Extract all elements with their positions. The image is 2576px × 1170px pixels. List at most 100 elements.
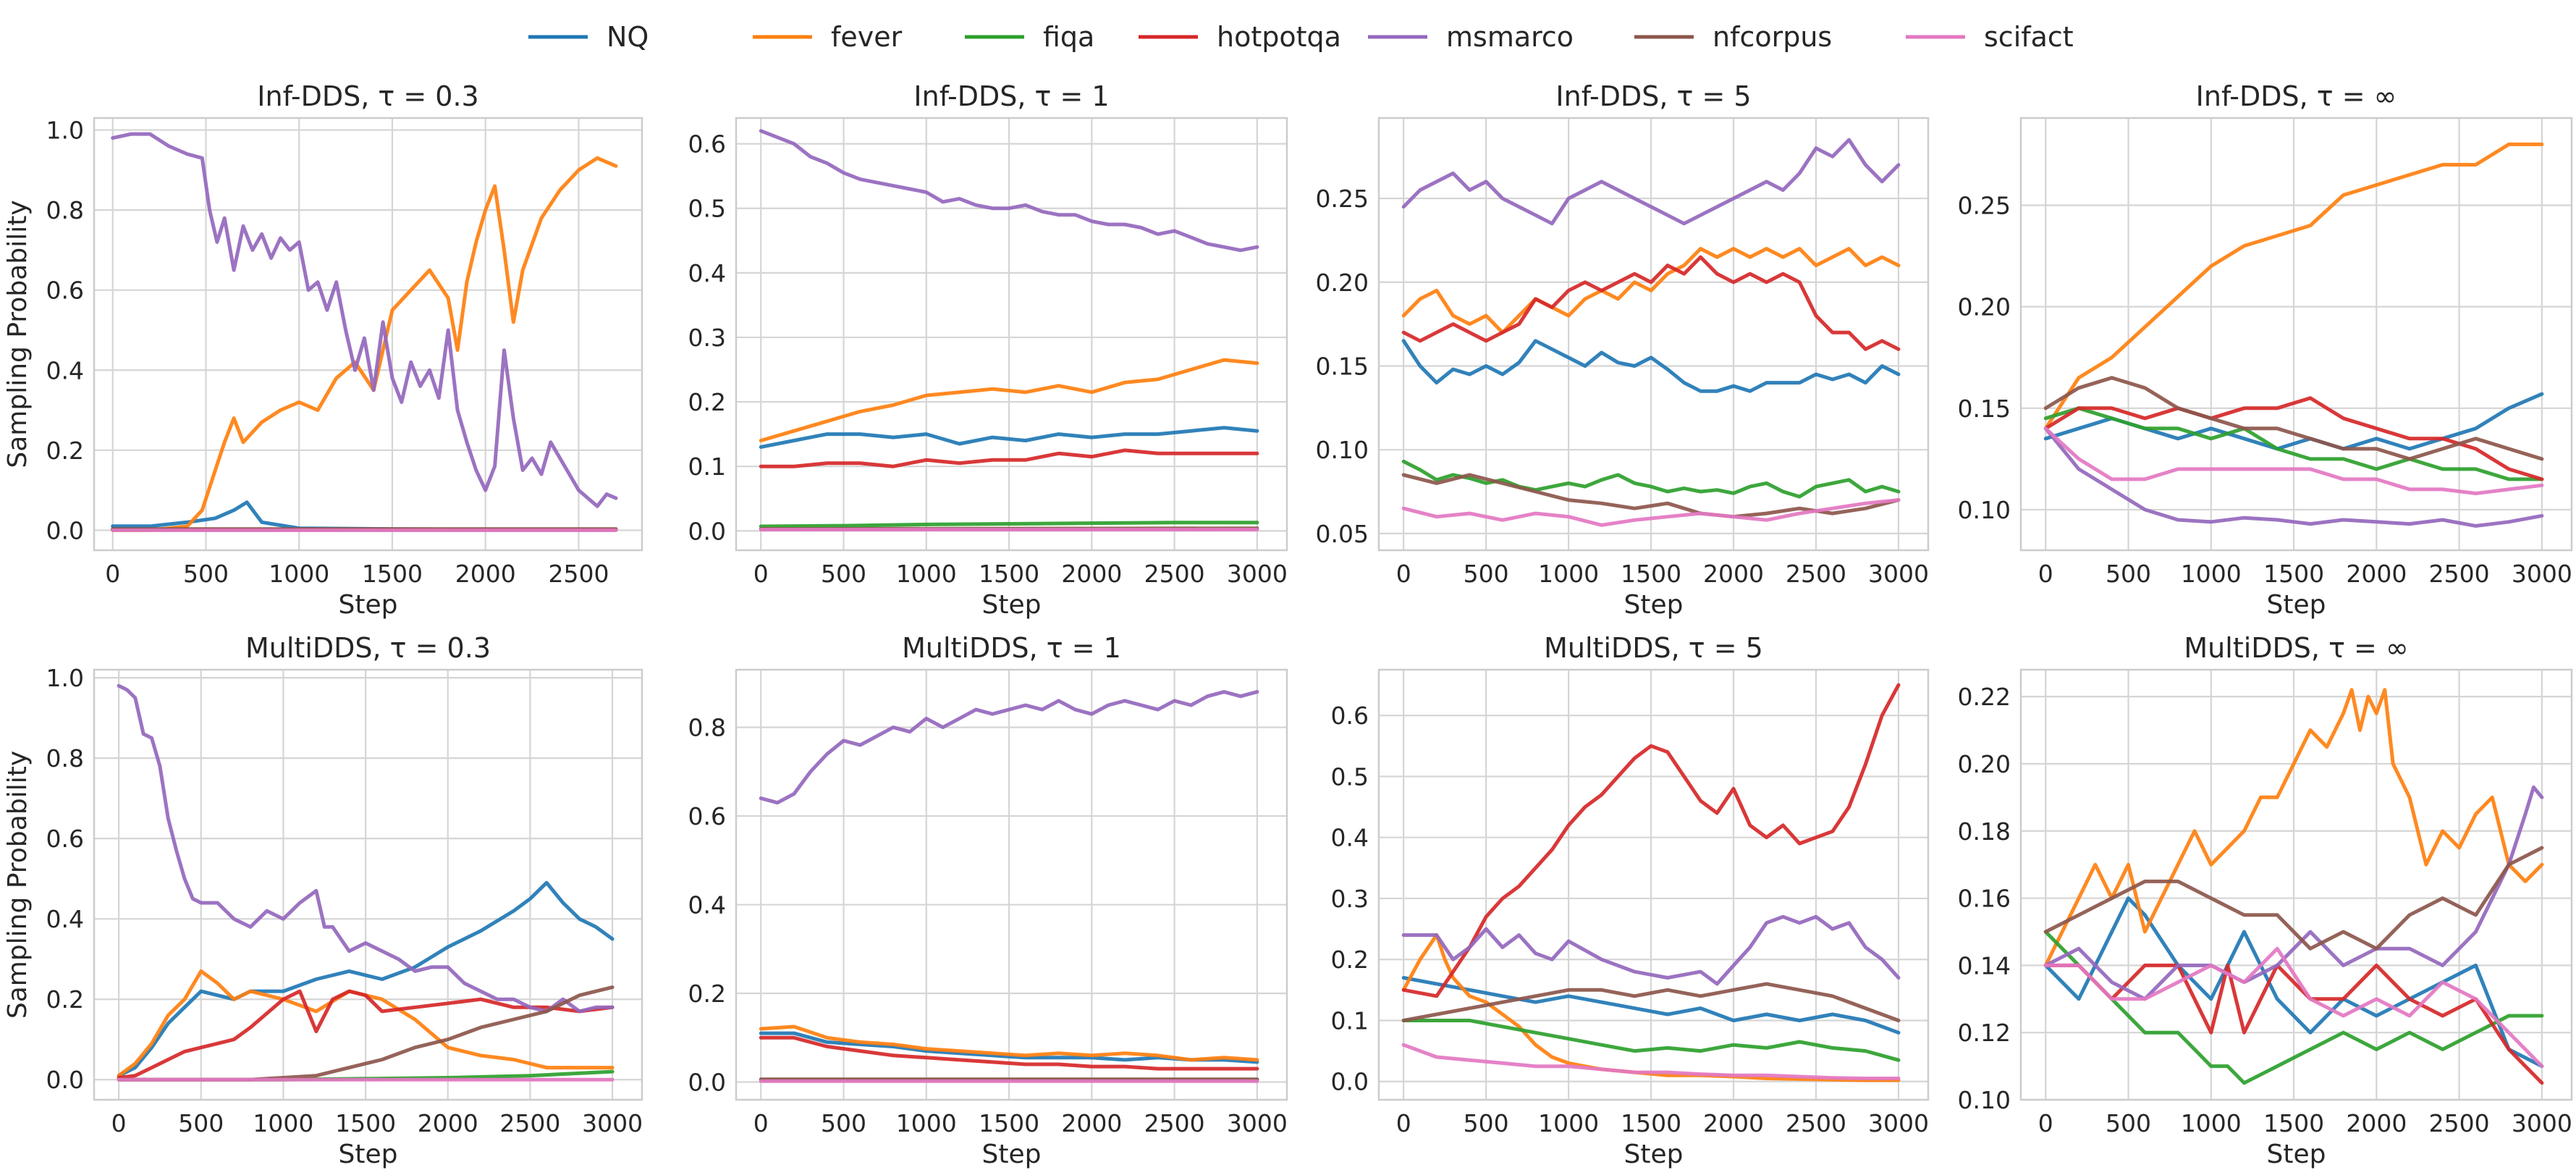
x-tick-label: 2500 xyxy=(548,560,609,588)
legend-item-fever: fever xyxy=(753,21,903,53)
y-tick-label: 0.4 xyxy=(46,905,84,933)
x-tick-label: 0 xyxy=(753,1109,769,1137)
series-line-fever xyxy=(2043,688,2544,967)
y-tick-label: 0.6 xyxy=(688,802,726,830)
panel-5: 0 500 1000 1500 2000 2500 3000 0.0 0.2 0.4 0.6 0.8 1… xyxy=(3,632,643,1169)
y-axis-label: Sampling Probability xyxy=(3,751,33,1019)
legend-label: fiqa xyxy=(1043,21,1094,53)
x-axis-label: Step xyxy=(982,590,1042,620)
series-line-NQ xyxy=(759,426,1259,449)
y-tick-label: 0.6 xyxy=(46,825,84,853)
series-line-fever xyxy=(117,969,615,1078)
panel-3: 0 500 1000 1500 2000 2500 3000 0.05 0.10 0.15 0.20… xyxy=(1316,80,1930,620)
panel-title: Inf-DDS, τ = ∞ xyxy=(2196,80,2397,112)
series-line-fiqa xyxy=(2043,406,2544,481)
x-tick-label: 0 xyxy=(2038,1109,2053,1137)
y-tick-label: 0.2 xyxy=(46,437,84,465)
x-tick-label: 0 xyxy=(2038,560,2053,588)
y-tick-label: 0.5 xyxy=(1331,762,1369,791)
x-tick-label: 2500 xyxy=(1144,560,1205,588)
axes-frame xyxy=(1377,117,1930,552)
x-tick-label: 500 xyxy=(821,1109,866,1137)
series-line-fever xyxy=(111,156,618,532)
legend-label: scifact xyxy=(1984,21,2074,53)
series-line-msmarco xyxy=(117,683,615,1014)
x-tick-label: 2500 xyxy=(499,1109,560,1137)
series-line-msmarco xyxy=(1401,138,1901,226)
plot-area xyxy=(94,670,642,1100)
series-line-NQ xyxy=(1401,976,1901,1035)
x-axis-label: Step xyxy=(1624,590,1684,620)
series-line-scifact xyxy=(1401,1043,1901,1080)
y-tick-label: 0.14 xyxy=(1958,951,2011,980)
series-line-hotpotqa xyxy=(1401,683,1901,998)
plot-area xyxy=(1379,670,1928,1100)
x-tick-label: 1500 xyxy=(335,1109,396,1137)
x-tick-label: 2500 xyxy=(2429,1109,2490,1137)
x-tick-label: 1500 xyxy=(2263,560,2324,588)
legend-label: hotpotqa xyxy=(1217,21,1341,53)
x-axis-label: Step xyxy=(2267,590,2326,620)
x-tick-label: 2000 xyxy=(418,1109,478,1137)
y-tick-label: 0.0 xyxy=(46,516,84,544)
x-tick-label: 1000 xyxy=(896,560,957,588)
y-tick-label: 0.20 xyxy=(1958,750,2011,778)
series-group xyxy=(1401,138,1901,527)
y-tick-label: 0.0 xyxy=(46,1066,84,1094)
x-tick-label: 3000 xyxy=(2512,1109,2572,1137)
series-line-scifact xyxy=(2043,426,2544,495)
x-tick-label: 1000 xyxy=(269,560,329,588)
series-line-hotpotqa xyxy=(2043,963,2544,1085)
series-line-fever xyxy=(759,358,1259,442)
series-group xyxy=(759,690,1259,1083)
y-tick-label: 0.2 xyxy=(688,980,726,1008)
x-tick-label: 500 xyxy=(178,1109,224,1137)
series-line-msmarco xyxy=(759,690,1259,805)
series-group xyxy=(1401,683,1901,1082)
x-tick-label: 1000 xyxy=(2181,1109,2242,1137)
plot-area xyxy=(94,118,642,550)
x-tick-label: 1500 xyxy=(362,560,423,588)
axes-frame xyxy=(735,117,1288,552)
panel-6: 0 500 1000 1500 2000 2500 3000 0.0 0.2 0.4 0.6 0.8 M… xyxy=(688,632,1288,1169)
x-tick-label: 1000 xyxy=(2181,560,2242,588)
panel-title: Inf-DDS, τ = 1 xyxy=(913,80,1109,112)
series-line-NQ xyxy=(1401,339,1901,393)
y-tick-label: 0.8 xyxy=(688,714,726,742)
y-tick-label: 0.05 xyxy=(1316,520,1369,548)
x-tick-label: 1500 xyxy=(2263,1109,2324,1137)
y-tick-label: 0.2 xyxy=(1331,946,1369,974)
x-tick-label: 0 xyxy=(1396,1109,1411,1137)
x-tick-label: 1500 xyxy=(979,1109,1039,1137)
series-line-NQ xyxy=(117,880,615,1078)
x-tick-label: 500 xyxy=(1464,560,1509,588)
x-tick-label: 1000 xyxy=(253,1109,313,1137)
y-tick-label: 0.15 xyxy=(1958,395,2011,423)
y-tick-label: 0.8 xyxy=(46,744,84,773)
axes-frame xyxy=(735,668,1288,1101)
x-tick-label: 2500 xyxy=(1786,560,1846,588)
x-axis-label: Step xyxy=(339,590,398,620)
y-tick-label: 0.15 xyxy=(1316,352,1369,380)
y-tick-label: 0.6 xyxy=(1331,702,1369,730)
series-line-fever xyxy=(1401,247,1901,334)
x-tick-label: 2500 xyxy=(2429,560,2490,588)
series-line-fever xyxy=(759,1024,1259,1062)
x-axis-label: Step xyxy=(1624,1140,1684,1169)
series-line-hotpotqa xyxy=(1401,255,1901,351)
series-line-msmarco xyxy=(2043,426,2544,528)
series-line-msmarco xyxy=(1401,914,1901,986)
legend-label: NQ xyxy=(607,21,649,53)
panel-title: Inf-DDS, τ = 5 xyxy=(1555,80,1751,112)
panel-title: MultiDDS, τ = 0.3 xyxy=(245,632,491,664)
y-tick-label: 0.2 xyxy=(46,985,84,1014)
x-tick-label: 0 xyxy=(753,560,769,588)
plot-area xyxy=(736,118,1287,550)
panel-title: MultiDDS, τ = ∞ xyxy=(2184,632,2408,664)
series-line-hotpotqa xyxy=(117,989,615,1079)
x-tick-label: 2000 xyxy=(1703,560,1764,588)
legend: NQ fever fiqa hotpotqa msmarco nfcorpus scifac… xyxy=(528,21,2074,53)
series-line-nfcorpus xyxy=(2043,846,2544,951)
y-tick-label: 0.5 xyxy=(688,195,726,223)
